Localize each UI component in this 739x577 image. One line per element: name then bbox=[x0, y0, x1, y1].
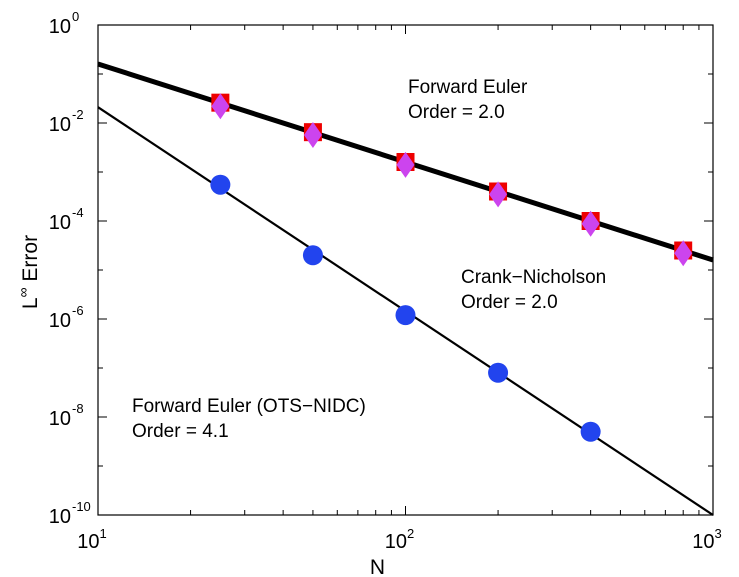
ots-nidc-label: Forward Euler (OTS−NIDC) Order = 4.1 bbox=[132, 396, 366, 442]
x-tick-label: 103 bbox=[692, 526, 721, 553]
forward-euler-ots-nidc-point bbox=[395, 305, 416, 326]
crank-nicholson-label: Crank−Nicholson Order = 2.0 bbox=[461, 267, 606, 313]
x-tick-label-text: 101 bbox=[77, 526, 106, 553]
y-tick-label-text: 10 bbox=[49, 506, 71, 528]
forward-euler-ots-nidc-point bbox=[210, 174, 231, 195]
y-tick-label-text: 10 bbox=[49, 408, 71, 430]
crank-nicholson-label-line: Crank−Nicholson bbox=[461, 267, 606, 288]
y-tick-label-text: 10 bbox=[49, 212, 71, 234]
x-tick-label-text: 103 bbox=[692, 526, 721, 553]
y-tick-label: 10 -8 bbox=[49, 401, 84, 430]
crank-nicholson-point bbox=[303, 121, 322, 148]
y-tick-exponent: -6 bbox=[72, 303, 84, 318]
y-tick-exponent: -10 bbox=[72, 499, 91, 514]
crank-nicholson-label-line: Order = 2.0 bbox=[461, 292, 558, 313]
y-tick-label: 10 -2 bbox=[49, 107, 84, 136]
y-tick-label: 10 -10 bbox=[49, 499, 91, 528]
y-tick-exponent: -4 bbox=[72, 205, 84, 220]
y-tick-label: 10 0 bbox=[49, 9, 79, 38]
y-tick-label-text: 10 bbox=[49, 114, 71, 136]
crank-nicholson-point bbox=[674, 240, 693, 267]
y-tick-exponent: -8 bbox=[72, 401, 84, 416]
y-tick-label-text: 10 bbox=[49, 310, 71, 332]
x-tick-label: 101 bbox=[77, 526, 106, 553]
y-tick-exponent: 0 bbox=[72, 9, 79, 24]
crank-nicholson-point bbox=[396, 151, 415, 178]
forward-euler-ots-nidc-point bbox=[488, 362, 509, 383]
y-tick-label-text: 10 bbox=[49, 16, 71, 38]
forward-euler-label-line: Order = 2.0 bbox=[408, 102, 505, 123]
y-tick-label: 10 -4 bbox=[49, 205, 84, 234]
crank-nicholson-point bbox=[581, 210, 600, 237]
y-tick-label: 10 -6 bbox=[49, 303, 84, 332]
x-axis-label: N bbox=[370, 556, 385, 577]
crank-nicholson-point bbox=[211, 93, 230, 120]
forward-euler-ots-nidc-point bbox=[580, 421, 601, 442]
ots-nidc-label-line: Order = 4.1 bbox=[132, 421, 229, 442]
x-tick-label-text: 102 bbox=[385, 526, 414, 553]
crank-nicholson-point bbox=[489, 181, 508, 208]
x-tick-label: 102 bbox=[385, 526, 414, 553]
y-axis-label: L∞ Error bbox=[15, 235, 42, 309]
y-tick-exponent: -2 bbox=[72, 107, 84, 122]
forward-euler-ots-nidc-point bbox=[302, 245, 323, 266]
ots-nidc-label-line: Forward Euler (OTS−NIDC) bbox=[132, 396, 366, 417]
forward-euler-label-line: Forward Euler bbox=[408, 77, 528, 98]
forward-euler-label: Forward Euler Order = 2.0 bbox=[408, 77, 528, 123]
